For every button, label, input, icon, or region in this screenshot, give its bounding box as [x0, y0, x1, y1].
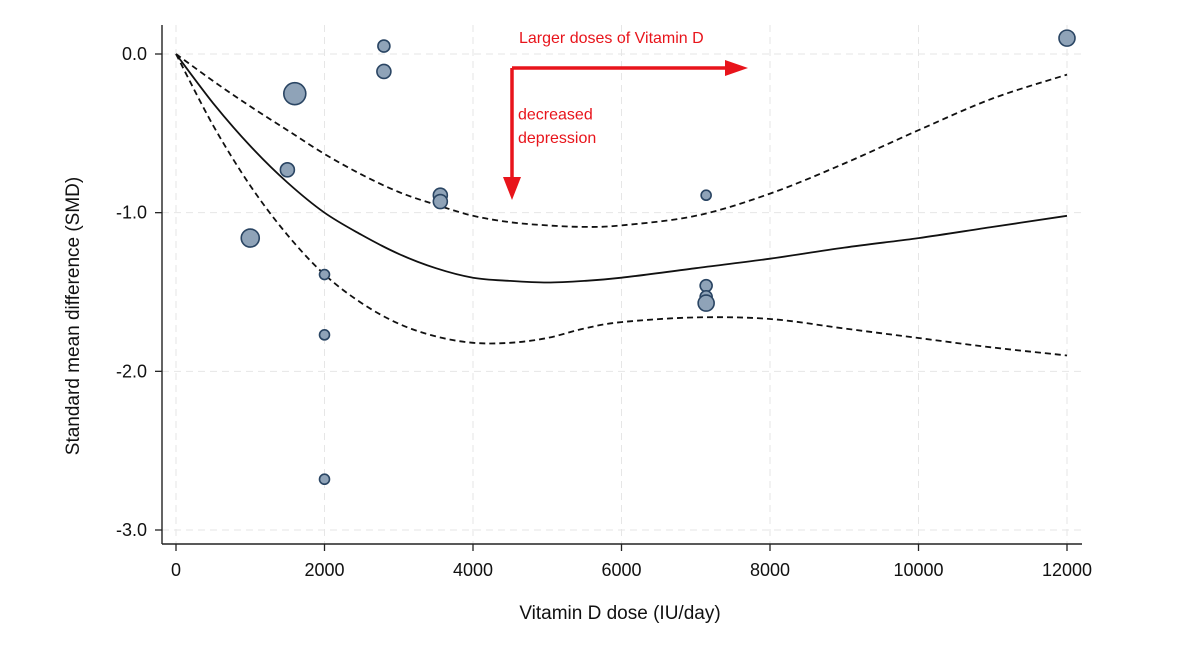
data-points: [240, 29, 1076, 486]
axes: 0 2000 4000 6000 8000 10000 12000 0.0 -1.0 -2.0 -3…: [116, 25, 1092, 580]
x-tick-label: 4000: [453, 560, 493, 580]
study-point: [377, 39, 391, 53]
study-point: [699, 278, 713, 293]
x-tick-label: 8000: [750, 560, 790, 580]
annotation-text: decreased: [518, 106, 593, 123]
annotation-text: depression: [518, 130, 596, 147]
study-point: [700, 189, 712, 202]
x-tick-label: 12000: [1042, 560, 1092, 580]
study-point: [282, 81, 307, 106]
x-tick-label: 6000: [601, 560, 641, 580]
y-tick-label: 0.0: [122, 44, 147, 64]
study-point: [376, 63, 392, 80]
study-point: [697, 294, 715, 312]
fitted-curve-line: [175, 53, 1068, 284]
annotation-text: Larger doses of Vitamin D: [519, 30, 704, 47]
study-point: [318, 268, 331, 281]
y-axis-title: Standard mean difference (SMD): [63, 177, 84, 455]
study-point: [318, 473, 331, 486]
x-tick-label: 0: [171, 560, 181, 580]
y-tick-label: -2.0: [116, 361, 147, 381]
y-tick-label: -3.0: [116, 520, 147, 540]
study-point: [240, 228, 261, 248]
study-point: [432, 193, 449, 210]
curves: [175, 53, 1068, 357]
study-point: [279, 162, 296, 178]
annotations: Larger doses of Vitamin D decreased depres…: [503, 30, 748, 200]
study-point: [318, 329, 331, 341]
right-arrow-head-icon: [725, 60, 748, 76]
y-tick-label: -1.0: [116, 203, 147, 223]
confidence-bound-line: [175, 53, 1068, 357]
x-axis-title: Vitamin D dose (IU/day): [519, 603, 720, 624]
study-point: [1058, 29, 1076, 47]
x-tick-label: 2000: [304, 560, 344, 580]
confidence-bound-line: [175, 53, 1068, 228]
down-arrow-head-icon: [503, 177, 521, 200]
grid: [162, 25, 1082, 544]
x-tick-label: 10000: [893, 560, 943, 580]
